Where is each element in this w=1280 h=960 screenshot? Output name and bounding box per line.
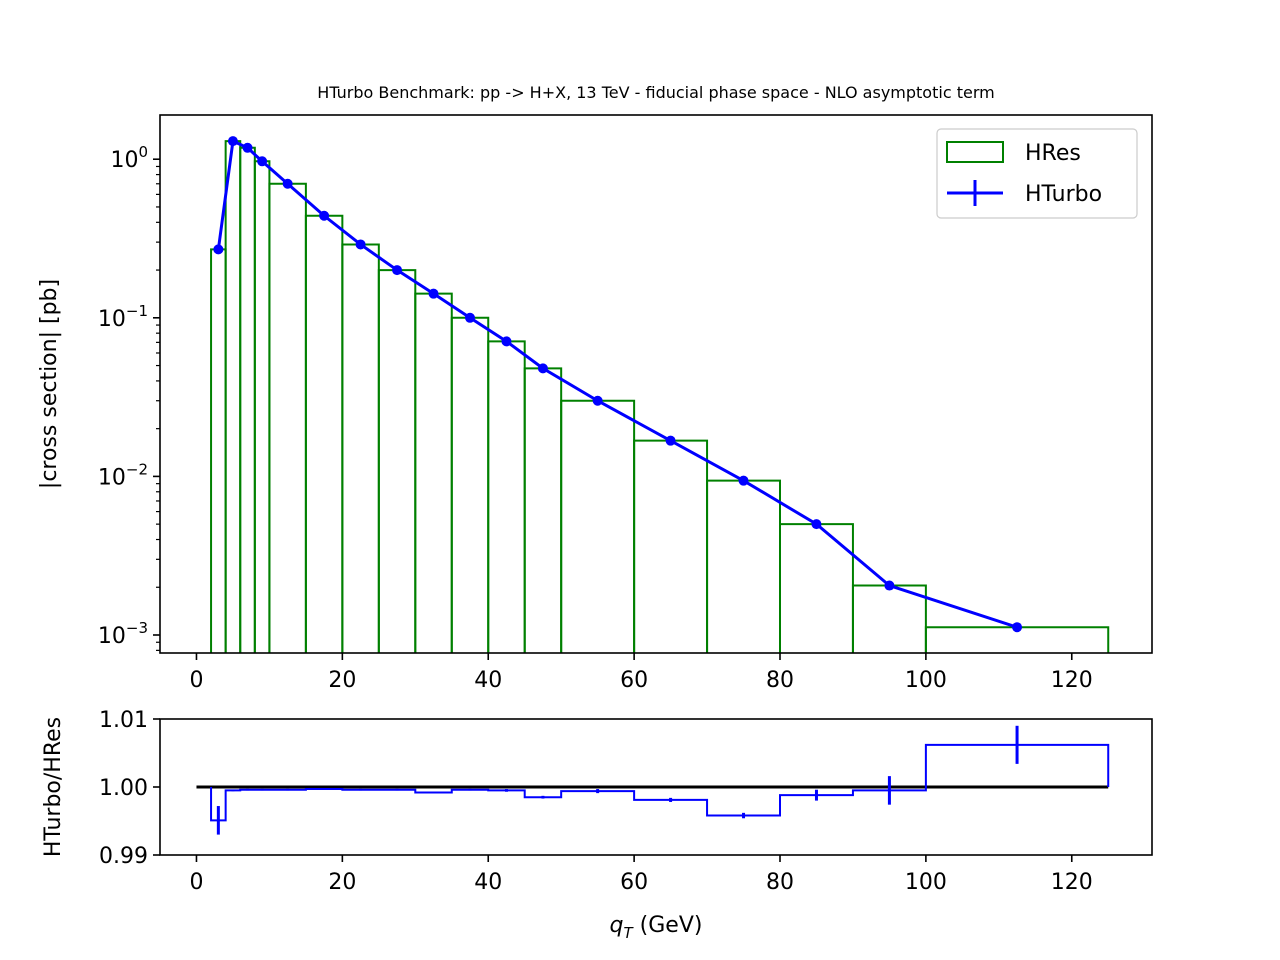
- main-y-tick-label: 10−3: [98, 619, 148, 649]
- main-y-tick-label: 10−2: [98, 460, 148, 490]
- hturbo-point: [227, 136, 238, 147]
- main-x-tick-label: 0: [189, 668, 203, 693]
- ratio-x-tick-label: 80: [766, 870, 794, 895]
- hturbo-point: [665, 435, 676, 446]
- hturbo-point: [213, 244, 224, 255]
- hturbo-point: [501, 336, 512, 347]
- legend: HRes HTurbo: [936, 128, 1138, 219]
- hres-bar: [450, 316, 490, 653]
- hres-bar: [633, 439, 709, 653]
- main-x-tick-label: 120: [1051, 668, 1093, 693]
- legend-hres-swatch: [946, 141, 1004, 163]
- hturbo-point: [811, 519, 822, 530]
- ratio-y-axis-label: HTurbo/HRes: [41, 717, 66, 857]
- ratio-plot-panel: 0 20 40 60 80 100 120 0.99 1.00 1.01 HTurbo/HRes…: [41, 708, 1153, 942]
- hres-bar: [341, 243, 380, 653]
- main-y-axis-label: |cross section| [pb]: [37, 279, 62, 489]
- hres-bar: [560, 399, 636, 653]
- hres-bar: [304, 214, 344, 653]
- legend-hres-label: HRes: [1025, 141, 1081, 166]
- hturbo-point: [355, 239, 366, 250]
- main-x-tick-label: 60: [620, 668, 648, 693]
- hturbo-point: [257, 156, 268, 167]
- hres-bar: [851, 584, 927, 653]
- ratio-step-line: [210, 743, 1110, 822]
- hturbo-line: [216, 138, 1018, 629]
- ratio-x-tick-label: 40: [474, 870, 502, 895]
- hres-bar: [706, 479, 781, 653]
- hres-bar: [224, 140, 242, 653]
- hturbo-point: [242, 142, 253, 153]
- hturbo-point: [392, 265, 403, 276]
- hturbo-point: [537, 363, 548, 374]
- hres-bar: [268, 182, 307, 653]
- hres-bar: [523, 367, 563, 653]
- main-x-tick-label: 80: [766, 668, 794, 693]
- hres-bar: [210, 248, 227, 653]
- hres-bar: [253, 160, 271, 653]
- ratio-histogram-series: [210, 743, 1110, 822]
- ratio-y-tick-label: 1.01: [99, 708, 148, 733]
- ratio-error-bars: [216, 725, 1019, 835]
- main-x-tick-label: 40: [474, 668, 502, 693]
- hturbo-point: [884, 580, 895, 591]
- ratio-x-tick-label: 0: [189, 870, 203, 895]
- main-x-tick-label: 100: [905, 668, 947, 693]
- hturbo-point: [592, 395, 603, 406]
- hres-bar: [239, 146, 256, 653]
- ratio-x-tick-label: 60: [620, 870, 648, 895]
- legend-box: [936, 128, 1138, 219]
- legend-hturbo-label: HTurbo: [1025, 182, 1102, 207]
- ratio-x-axis-label: qT (GeV): [610, 913, 703, 942]
- hturbo-point: [428, 288, 439, 299]
- chart-title: HTurbo Benchmark: pp -> H+X, 13 TeV - fi…: [317, 83, 994, 102]
- hturbo-point: [738, 475, 749, 486]
- hturbo-point: [282, 178, 293, 189]
- main-plot-panel: 0 20 40 60 80 100 120 100 10−1 10−2 10−3 |cross s…: [37, 114, 1153, 693]
- main-x-axis: 0 20 40 60 80 100 120: [189, 653, 1093, 693]
- ratio-x-tick-label: 20: [328, 870, 356, 895]
- main-y-axis: 100 10−1 10−2 10−3: [98, 143, 160, 651]
- hres-bar: [779, 523, 854, 653]
- main-x-tick-label: 20: [328, 668, 356, 693]
- main-y-tick-label: 10−1: [98, 302, 148, 332]
- hturbo-line-series: [213, 136, 1023, 633]
- ratio-y-tick-label: 0.99: [99, 844, 148, 869]
- main-y-tick-label: 100: [110, 143, 148, 173]
- hres-bar: [377, 269, 417, 653]
- ratio-y-axis: 0.99 1.00 1.01: [99, 708, 160, 869]
- hturbo-point: [1012, 622, 1023, 633]
- hturbo-point: [465, 312, 475, 323]
- hres-bar: [414, 292, 453, 653]
- ratio-x-tick-label: 100: [905, 870, 947, 895]
- ratio-x-axis: 0 20 40 60 80 100 120: [189, 855, 1093, 895]
- ratio-y-tick-label: 1.00: [99, 776, 148, 801]
- hres-bar: [487, 340, 526, 653]
- ratio-x-tick-label: 120: [1051, 870, 1093, 895]
- main-plot-frame: [159, 114, 1153, 654]
- hturbo-point: [319, 210, 330, 221]
